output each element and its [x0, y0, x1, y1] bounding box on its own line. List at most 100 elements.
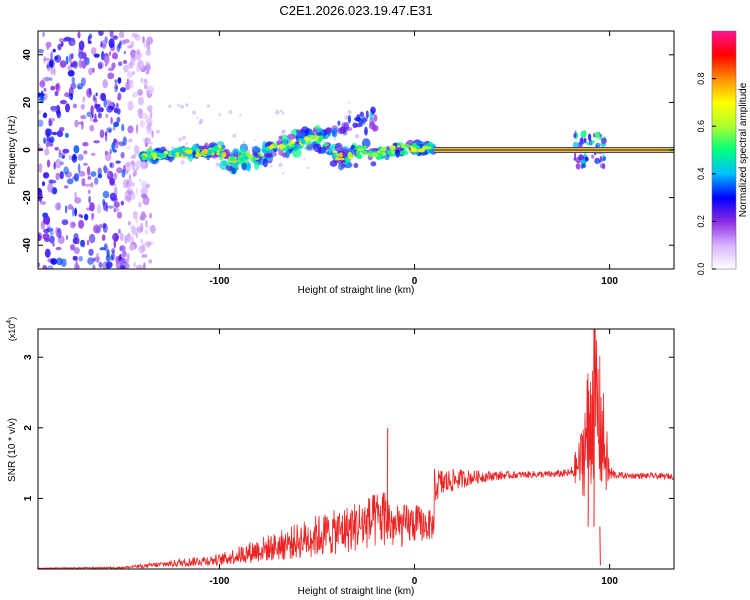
noise-blob [73, 173, 80, 182]
noise-blob [109, 105, 113, 110]
noise-blob [113, 107, 119, 114]
noise-blob [55, 246, 62, 251]
band-core [216, 149, 220, 153]
noise-blob [107, 171, 110, 177]
noise-blob [70, 82, 77, 90]
band-halo [295, 129, 306, 134]
noise-blob [137, 108, 144, 115]
figure-title: C2E1.2026.023.19.47.E31 [279, 3, 432, 18]
noise-blob [50, 106, 58, 113]
noise-blob [87, 189, 91, 194]
noise-blob [71, 155, 78, 163]
band-core [173, 147, 181, 152]
noise-blob [99, 92, 106, 101]
noise-blob [39, 80, 46, 88]
band-core [228, 162, 234, 166]
noise-blob [132, 91, 138, 98]
noise-blob [81, 120, 84, 130]
speck [354, 134, 360, 139]
noise-blob [140, 193, 148, 199]
band-core [421, 145, 429, 150]
noise-blob [38, 48, 44, 54]
noise-blob [131, 154, 137, 159]
feature-blob [578, 154, 584, 161]
band-core [361, 150, 368, 155]
band-core [390, 145, 395, 150]
feature-blob [575, 163, 581, 170]
noise-blob [138, 178, 141, 183]
noise-blob [54, 90, 59, 97]
noise-blob [86, 88, 93, 98]
feature-blob [591, 154, 595, 159]
noise-blob [88, 67, 93, 76]
band-halo [263, 153, 273, 158]
speck [347, 110, 352, 114]
noise-blob [80, 239, 84, 247]
noise-blob [93, 140, 100, 144]
band-core [291, 143, 296, 148]
noise-blob [127, 71, 133, 78]
noise-blob [72, 103, 77, 109]
band-core [150, 152, 158, 157]
noise-blob [46, 64, 49, 69]
drift-blob [332, 130, 336, 137]
noise-blob [127, 45, 133, 49]
noise-blob [133, 145, 140, 155]
feature-blob [601, 137, 607, 144]
band-core [391, 150, 395, 154]
band-core [412, 142, 417, 148]
noise-blob [42, 55, 47, 64]
noise-blob [137, 89, 144, 96]
noise-blob [127, 80, 133, 84]
noise-blob [138, 52, 143, 58]
band-core [300, 139, 306, 145]
noise-blob [74, 119, 79, 128]
speck [218, 113, 222, 117]
noise-blob [45, 128, 53, 137]
noise-blob [110, 255, 114, 261]
noise-blob [55, 172, 60, 181]
noise-blob [113, 121, 119, 128]
noise-blob [122, 59, 128, 64]
speck [281, 111, 285, 115]
colorbar-tick-label: 0.4 [696, 168, 706, 181]
noise-blob [124, 38, 130, 44]
speck [228, 109, 233, 114]
noise-blob [119, 245, 126, 252]
noise-blob [47, 265, 54, 269]
noise-blob [97, 173, 103, 179]
band-halo [278, 135, 283, 141]
band-core [185, 149, 193, 155]
noise-blob [112, 35, 119, 40]
noise-blob [113, 172, 118, 180]
noise-blob [38, 262, 41, 268]
noise-blob [121, 169, 126, 178]
noise-blob [107, 72, 115, 80]
noise-blob [136, 264, 144, 269]
feature-blob [583, 152, 587, 158]
noise-blob [145, 49, 151, 56]
band-core [158, 152, 166, 159]
noise-blob [92, 118, 98, 123]
band-core [195, 148, 200, 154]
noise-blob [144, 64, 150, 70]
noise-blob [120, 87, 126, 93]
noise-blob [108, 128, 112, 133]
feature-blob [574, 151, 577, 160]
noise-blob [116, 116, 121, 123]
noise-blob [148, 225, 154, 231]
noise-blob [98, 62, 103, 70]
noise-blob [82, 162, 88, 166]
colorbar-tick-label: 0.2 [696, 215, 706, 228]
noise-blob [143, 39, 147, 48]
noise-blob [83, 150, 88, 155]
noise-blob [69, 244, 76, 251]
x-tick-label: 0 [412, 276, 418, 287]
noise-blob [68, 53, 72, 64]
feature-blob [586, 141, 590, 146]
noise-blob [50, 51, 53, 61]
noise-blob [139, 120, 145, 128]
noise-blob [112, 232, 120, 242]
drift-blob [365, 110, 369, 119]
drift-blob [325, 127, 332, 134]
